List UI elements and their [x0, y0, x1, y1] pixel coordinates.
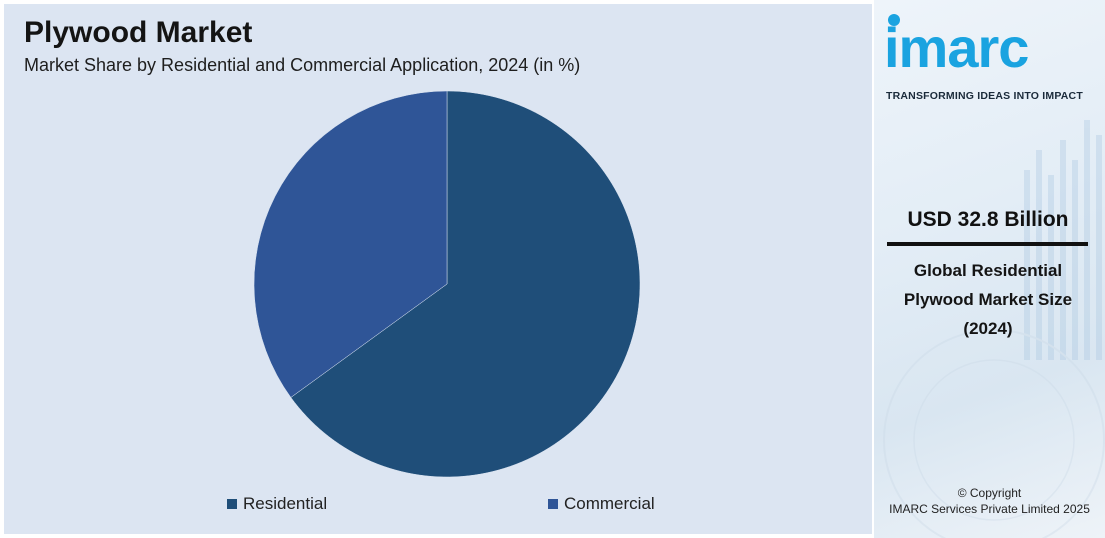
chart-title: Plywood Market	[24, 16, 253, 49]
logo-dot	[888, 14, 900, 26]
chart-legend: Residential Commercial	[4, 494, 872, 518]
legend-label-commercial: Commercial	[564, 494, 655, 513]
chart-panel: Plywood Market Market Share by Residenti…	[4, 4, 872, 534]
legend-label-residential: Residential	[243, 494, 328, 513]
chart-subtitle: Market Share by Residential and Commerci…	[24, 55, 581, 75]
brand-tagline: TRANSFORMING IDEAS INTO IMPACT	[886, 90, 1083, 102]
copyright-line-1: © Copyright	[957, 486, 1022, 500]
brand-panel: imarc TRANSFORMING IDEAS INTO IMPACT USD…	[874, 0, 1105, 538]
pie-slice-residential	[290, 90, 641, 478]
legend-item-commercial: Commercial	[548, 494, 655, 514]
legend-swatch-commercial	[548, 499, 558, 509]
pie-slice-commercial	[253, 90, 448, 398]
market-size-description: Global Residential Plywood Market Size (…	[903, 261, 1073, 338]
legend-swatch-residential	[227, 499, 237, 509]
market-size-value: USD 32.8 Billion	[907, 208, 1069, 231]
copyright-line-2: IMARC Services Private Limited 2025	[889, 502, 1090, 516]
divider	[887, 242, 1088, 246]
pie-chart	[253, 90, 641, 478]
imarc-logo: imarc	[884, 16, 1029, 79]
background-chart-graphic	[883, 120, 1105, 538]
copyright: © Copyright IMARC Services Private Limit…	[874, 485, 1105, 517]
legend-item-residential: Residential	[227, 494, 327, 514]
